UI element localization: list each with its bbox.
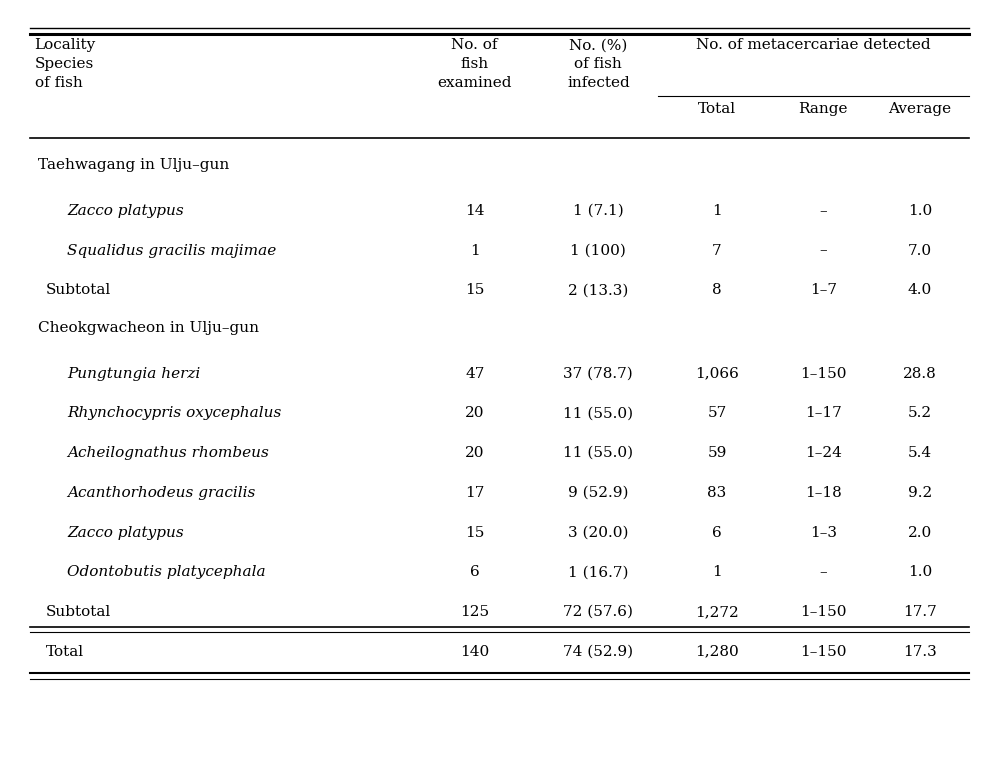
Text: 1.0: 1.0 [908,204,932,218]
Text: 17.7: 17.7 [903,605,937,619]
Text: 1: 1 [470,244,480,257]
Text: Average: Average [888,102,951,115]
Text: 9 (52.9): 9 (52.9) [568,486,629,500]
Text: 11 (55.0): 11 (55.0) [564,406,633,420]
Text: No. (%)
of fish
infected: No. (%) of fish infected [567,38,630,90]
Text: 74 (52.9): 74 (52.9) [564,645,633,659]
Text: 1: 1 [712,204,722,218]
Text: Subtotal: Subtotal [45,605,111,619]
Text: 1,272: 1,272 [695,605,739,619]
Text: 1–7: 1–7 [810,283,837,297]
Text: 20: 20 [465,446,485,460]
Text: Total: Total [45,645,84,659]
Text: 1–18: 1–18 [805,486,842,500]
Text: Range: Range [798,102,849,115]
Text: Locality
Species
of fish: Locality Species of fish [35,38,96,90]
Text: 1–24: 1–24 [805,446,842,460]
Text: –: – [820,244,827,257]
Text: 1,280: 1,280 [695,645,739,659]
Text: 15: 15 [465,526,485,539]
Text: 6: 6 [712,526,722,539]
Text: 6: 6 [470,565,480,579]
Text: Total: Total [698,102,736,115]
Text: 3 (20.0): 3 (20.0) [568,526,629,539]
Text: 1–3: 1–3 [810,526,837,539]
Text: 17.3: 17.3 [903,645,937,659]
Text: Odontobutis platycephala: Odontobutis platycephala [67,565,266,579]
Text: 1–150: 1–150 [800,645,847,659]
Text: 57: 57 [707,406,727,420]
Text: 47: 47 [465,367,485,380]
Text: 15: 15 [465,283,485,297]
Text: Subtotal: Subtotal [45,283,111,297]
Text: 8: 8 [712,283,722,297]
Text: Zacco platypus: Zacco platypus [67,526,184,539]
Text: 5.2: 5.2 [908,406,932,420]
Text: 7.0: 7.0 [908,244,932,257]
Text: 1–150: 1–150 [800,605,847,619]
Text: 1.0: 1.0 [908,565,932,579]
Text: Acanthorhodeus gracilis: Acanthorhodeus gracilis [67,486,255,500]
Text: 14: 14 [465,204,485,218]
Text: 59: 59 [707,446,727,460]
Text: Taehwagang in Ulju–gun: Taehwagang in Ulju–gun [38,158,228,172]
Text: Rhynchocypris oxycephalus: Rhynchocypris oxycephalus [67,406,282,420]
Text: 1 (100): 1 (100) [571,244,626,257]
Text: 37 (78.7): 37 (78.7) [564,367,633,380]
Text: 1–17: 1–17 [805,406,842,420]
Text: Zacco platypus: Zacco platypus [67,204,184,218]
Text: 28.8: 28.8 [903,367,937,380]
Text: Cheokgwacheon in Ulju–gun: Cheokgwacheon in Ulju–gun [38,321,258,335]
Text: 1 (7.1): 1 (7.1) [573,204,624,218]
Text: 9.2: 9.2 [908,486,932,500]
Text: 1: 1 [712,565,722,579]
Text: 11 (55.0): 11 (55.0) [564,446,633,460]
Text: 7: 7 [712,244,722,257]
Text: 2.0: 2.0 [908,526,932,539]
Text: 125: 125 [460,605,490,619]
Text: 140: 140 [460,645,490,659]
Text: 1,066: 1,066 [695,367,739,380]
Text: 17: 17 [465,486,485,500]
Text: 4.0: 4.0 [908,283,932,297]
Text: 72 (57.6): 72 (57.6) [564,605,633,619]
Text: 83: 83 [707,486,727,500]
Text: No. of
fish
examined: No. of fish examined [437,38,512,90]
Text: Squalidus gracilis majimae: Squalidus gracilis majimae [67,244,277,257]
Text: 20: 20 [465,406,485,420]
Text: 2 (13.3): 2 (13.3) [568,283,629,297]
Text: Acheilognathus rhombeus: Acheilognathus rhombeus [67,446,269,460]
Text: Pungtungia herzi: Pungtungia herzi [67,367,201,380]
Text: 1–150: 1–150 [800,367,847,380]
Text: –: – [820,565,827,579]
Text: No. of metacercariae detected: No. of metacercariae detected [696,38,931,52]
Text: –: – [820,204,827,218]
Text: 5.4: 5.4 [908,446,932,460]
Text: 1 (16.7): 1 (16.7) [568,565,629,579]
